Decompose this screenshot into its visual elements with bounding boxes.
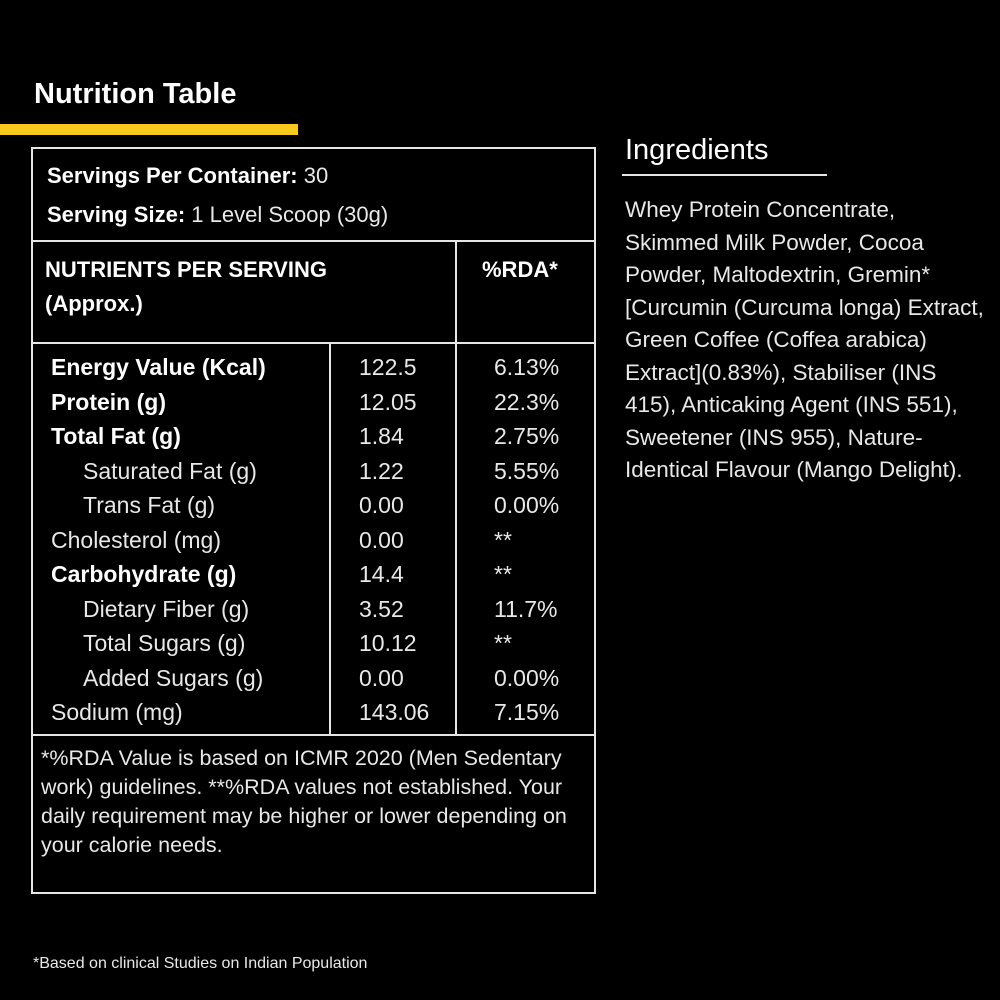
nutrient-name: Energy Value (Kcal)	[51, 354, 266, 380]
nutrient-amount: 0.00	[359, 492, 404, 518]
nutrient-amount: 1.22	[359, 457, 404, 484]
nutrient-name: Protein (g)	[51, 388, 166, 415]
rda-footnote: *%RDA Value is based on ICMR 2020 (Men S…	[41, 746, 567, 857]
divider	[33, 734, 594, 736]
table-row: Total Sugars (g) 10.12 **	[33, 626, 594, 661]
nutrition-table: Servings Per Container: 30 Serving Size:…	[31, 147, 596, 894]
ingredients-underline	[622, 174, 827, 176]
nutrients-header: NUTRIENTS PER SERVING (Approx.)	[45, 253, 327, 321]
serving-size-label: Serving Size:	[47, 202, 186, 227]
nutrient-name: Total Fat (g)	[51, 423, 181, 449]
servings-per-container-label: Servings Per Container:	[47, 163, 298, 188]
table-row: Saturated Fat (g) 1.22 5.55%	[33, 454, 594, 489]
table-row: Energy Value (Kcal) 122.5 6.13%	[33, 350, 594, 385]
nutrient-name: Saturated Fat (g)	[83, 457, 257, 484]
servings-per-container-value: 30	[303, 163, 329, 188]
clinical-studies-note: *Based on clinical Studies on Indian Pop…	[33, 955, 368, 972]
column-divider-amount	[329, 342, 331, 734]
nutrient-rows: Energy Value (Kcal) 122.5 6.13% Protein (g)…	[33, 350, 594, 730]
nutrient-rda: 0.00%	[494, 492, 560, 518]
nutrient-name: Dietary Fiber (g)	[83, 595, 250, 622]
nutrition-table-heading: Nutrition Table	[34, 78, 237, 110]
nutrient-amount: 14.4	[359, 561, 404, 587]
ingredients-text: Whey Protein Concentrate, Skimmed Milk P…	[625, 197, 984, 482]
nutrient-name: Carbohydrate (g)	[51, 561, 237, 587]
nutrient-amount: 122.5	[359, 354, 417, 380]
nutrient-name: Sodium (mg)	[51, 699, 183, 725]
table-row: Carbohydrate (g) 14.4 **	[33, 557, 594, 592]
nutrient-rda: 0.00%	[494, 664, 560, 691]
nutrient-rda: **	[494, 561, 512, 587]
table-row: Added Sugars (g) 0.00 0.00%	[33, 661, 594, 696]
nutrient-amount: 10.12	[359, 630, 417, 656]
nutrient-amount: 0.00	[359, 664, 404, 691]
heading-accent-bar	[0, 124, 298, 135]
nutrients-header-title: NUTRIENTS PER SERVING	[45, 257, 327, 282]
nutrient-amount: 12.05	[359, 388, 417, 415]
column-divider-rda	[455, 240, 457, 734]
table-row: Cholesterol (mg) 0.00 **	[33, 523, 594, 558]
nutrient-amount: 3.52	[359, 595, 404, 622]
nutrient-rda: **	[494, 630, 512, 656]
nutrient-amount: 0.00	[359, 526, 404, 553]
nutrient-name: Trans Fat (g)	[83, 492, 216, 518]
nutrient-name: Total Sugars (g)	[83, 630, 246, 656]
serving-size: Serving Size: 1 Level Scoop (30g)	[47, 202, 388, 228]
table-row: Sodium (mg) 143.06 7.15%	[33, 695, 594, 730]
serving-size-value: 1 Level Scoop (30g)	[191, 202, 389, 227]
nutrient-name: Cholesterol (mg)	[51, 526, 221, 553]
rda-header: %RDA*	[482, 257, 558, 282]
table-row: Trans Fat (g) 0.00 0.00%	[33, 488, 594, 523]
nutrient-rda: 11.7%	[494, 595, 558, 622]
nutrient-rda: 7.15%	[494, 699, 560, 725]
nutrient-rda: **	[494, 526, 512, 553]
nutrient-amount: 1.84	[359, 423, 404, 449]
nutrient-rda: 22.3%	[494, 388, 560, 415]
divider	[33, 240, 594, 242]
nutrients-header-sub: (Approx.)	[45, 291, 143, 316]
nutrient-rda: 5.55%	[494, 457, 560, 484]
servings-per-container: Servings Per Container: 30	[47, 163, 328, 189]
nutrient-rda: 2.75%	[494, 423, 560, 449]
nutrient-name: Added Sugars (g)	[83, 664, 264, 691]
divider	[33, 342, 594, 344]
ingredients-title: Ingredients	[625, 134, 769, 166]
table-row: Protein (g) 12.05 22.3%	[33, 385, 594, 420]
nutrient-rda: 6.13%	[494, 354, 560, 380]
table-row: Dietary Fiber (g) 3.52 11.7%	[33, 592, 594, 627]
table-row: Total Fat (g) 1.84 2.75%	[33, 419, 594, 454]
nutrient-amount: 143.06	[359, 699, 430, 725]
